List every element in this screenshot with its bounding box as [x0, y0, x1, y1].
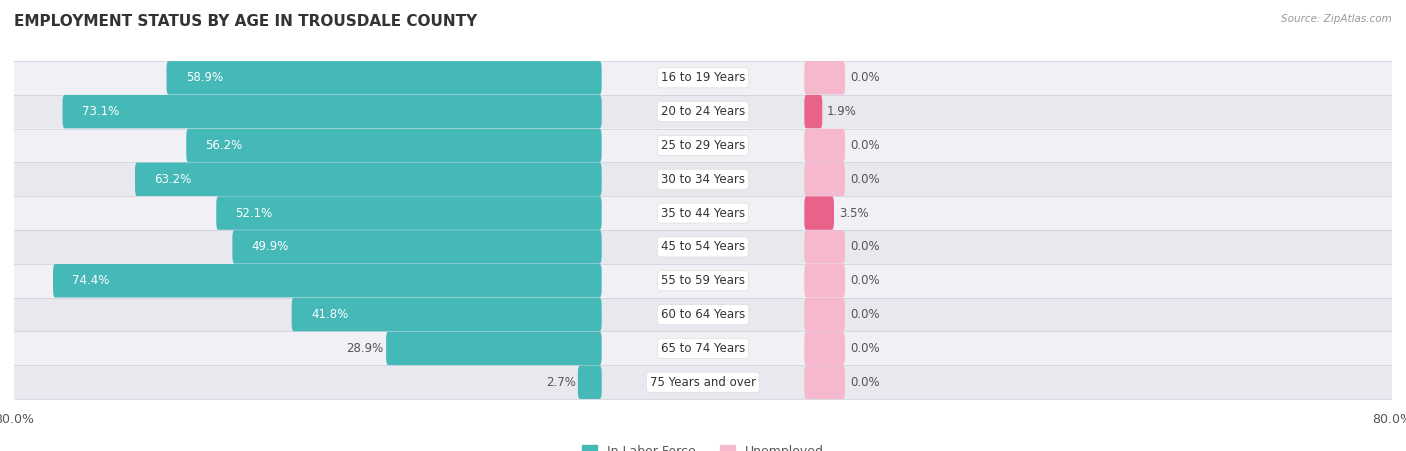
FancyBboxPatch shape: [166, 61, 602, 95]
Text: 1.9%: 1.9%: [827, 105, 858, 118]
FancyBboxPatch shape: [291, 298, 602, 331]
FancyBboxPatch shape: [14, 162, 1392, 196]
FancyBboxPatch shape: [232, 230, 602, 264]
Legend: In Labor Force, Unemployed: In Labor Force, Unemployed: [576, 440, 830, 451]
Text: 0.0%: 0.0%: [849, 342, 880, 355]
FancyBboxPatch shape: [14, 331, 1392, 365]
Text: 41.8%: 41.8%: [311, 308, 349, 321]
Text: 0.0%: 0.0%: [849, 173, 880, 186]
FancyBboxPatch shape: [578, 365, 602, 399]
FancyBboxPatch shape: [217, 196, 602, 230]
Text: 30 to 34 Years: 30 to 34 Years: [661, 173, 745, 186]
FancyBboxPatch shape: [53, 264, 602, 298]
Text: 0.0%: 0.0%: [849, 139, 880, 152]
FancyBboxPatch shape: [804, 264, 845, 298]
FancyBboxPatch shape: [14, 61, 1392, 95]
Text: 28.9%: 28.9%: [346, 342, 384, 355]
Text: 56.2%: 56.2%: [205, 139, 243, 152]
Text: 55 to 59 Years: 55 to 59 Years: [661, 274, 745, 287]
FancyBboxPatch shape: [14, 230, 1392, 264]
FancyBboxPatch shape: [14, 129, 1392, 162]
Text: 35 to 44 Years: 35 to 44 Years: [661, 207, 745, 220]
Text: 3.5%: 3.5%: [839, 207, 869, 220]
FancyBboxPatch shape: [135, 162, 602, 196]
Text: 73.1%: 73.1%: [82, 105, 120, 118]
Text: 0.0%: 0.0%: [849, 308, 880, 321]
FancyBboxPatch shape: [186, 129, 602, 162]
Text: 65 to 74 Years: 65 to 74 Years: [661, 342, 745, 355]
FancyBboxPatch shape: [14, 298, 1392, 331]
FancyBboxPatch shape: [14, 264, 1392, 298]
Text: 0.0%: 0.0%: [849, 376, 880, 389]
Text: 75 Years and over: 75 Years and over: [650, 376, 756, 389]
FancyBboxPatch shape: [804, 365, 845, 399]
Text: 45 to 54 Years: 45 to 54 Years: [661, 240, 745, 253]
Text: 63.2%: 63.2%: [155, 173, 191, 186]
FancyBboxPatch shape: [804, 331, 845, 365]
Text: 60 to 64 Years: 60 to 64 Years: [661, 308, 745, 321]
FancyBboxPatch shape: [804, 230, 845, 264]
Text: 25 to 29 Years: 25 to 29 Years: [661, 139, 745, 152]
Text: 0.0%: 0.0%: [849, 274, 880, 287]
Text: 20 to 24 Years: 20 to 24 Years: [661, 105, 745, 118]
Text: 0.0%: 0.0%: [849, 240, 880, 253]
FancyBboxPatch shape: [804, 196, 834, 230]
Text: 52.1%: 52.1%: [236, 207, 273, 220]
Text: 58.9%: 58.9%: [186, 71, 224, 84]
Text: 16 to 19 Years: 16 to 19 Years: [661, 71, 745, 84]
Text: EMPLOYMENT STATUS BY AGE IN TROUSDALE COUNTY: EMPLOYMENT STATUS BY AGE IN TROUSDALE CO…: [14, 14, 477, 28]
FancyBboxPatch shape: [14, 365, 1392, 399]
Text: 49.9%: 49.9%: [252, 240, 290, 253]
FancyBboxPatch shape: [804, 298, 845, 331]
FancyBboxPatch shape: [62, 95, 602, 129]
Text: 0.0%: 0.0%: [849, 71, 880, 84]
FancyBboxPatch shape: [804, 95, 823, 129]
FancyBboxPatch shape: [804, 61, 845, 95]
FancyBboxPatch shape: [804, 129, 845, 162]
FancyBboxPatch shape: [387, 331, 602, 365]
FancyBboxPatch shape: [804, 162, 845, 196]
Text: Source: ZipAtlas.com: Source: ZipAtlas.com: [1281, 14, 1392, 23]
FancyBboxPatch shape: [14, 196, 1392, 230]
Text: 2.7%: 2.7%: [546, 376, 575, 389]
Text: 74.4%: 74.4%: [72, 274, 110, 287]
FancyBboxPatch shape: [14, 95, 1392, 129]
